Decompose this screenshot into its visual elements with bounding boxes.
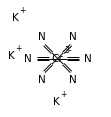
Text: 3-: 3- xyxy=(64,46,72,55)
Text: +: + xyxy=(15,44,21,53)
Text: N: N xyxy=(38,32,46,42)
Text: N: N xyxy=(69,75,77,85)
Text: +: + xyxy=(60,90,67,99)
Text: N: N xyxy=(24,53,31,64)
Text: N: N xyxy=(69,32,77,42)
Text: +: + xyxy=(19,6,26,15)
Text: N: N xyxy=(84,53,92,64)
Text: K: K xyxy=(8,51,15,61)
Text: K: K xyxy=(12,13,19,23)
Text: N: N xyxy=(38,75,46,85)
Text: Cr: Cr xyxy=(52,53,63,64)
Text: K: K xyxy=(53,97,60,107)
